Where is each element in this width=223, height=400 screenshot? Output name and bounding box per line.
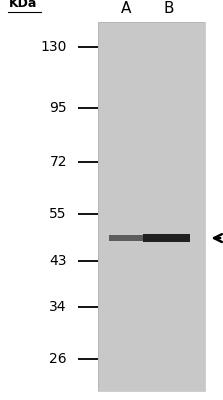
- Text: A: A: [121, 1, 131, 16]
- Text: 95: 95: [49, 101, 67, 115]
- Text: 130: 130: [41, 40, 67, 54]
- Bar: [98, 22, 205, 391]
- Bar: [109, 235, 143, 241]
- Text: 72: 72: [50, 154, 67, 168]
- Text: 43: 43: [50, 254, 67, 268]
- Text: 26: 26: [49, 352, 67, 366]
- Text: KDa: KDa: [9, 0, 37, 10]
- Bar: [143, 234, 190, 242]
- Text: 34: 34: [50, 300, 67, 314]
- Text: 55: 55: [50, 207, 67, 221]
- Bar: [98, 22, 205, 391]
- Text: B: B: [163, 1, 174, 16]
